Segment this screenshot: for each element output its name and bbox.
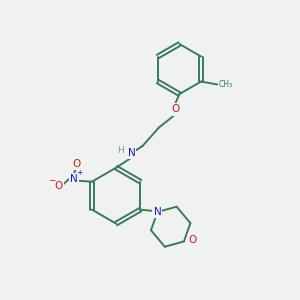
Text: H: H [117,146,124,155]
Text: O: O [188,235,196,245]
Text: O: O [73,159,81,169]
Text: N: N [154,207,161,217]
Text: +: + [76,168,82,177]
Text: CH₃: CH₃ [219,80,233,89]
Text: N: N [128,148,135,158]
Text: O: O [171,104,179,114]
Text: −: − [48,176,56,184]
Text: N: N [70,174,77,184]
Text: O: O [54,181,62,191]
